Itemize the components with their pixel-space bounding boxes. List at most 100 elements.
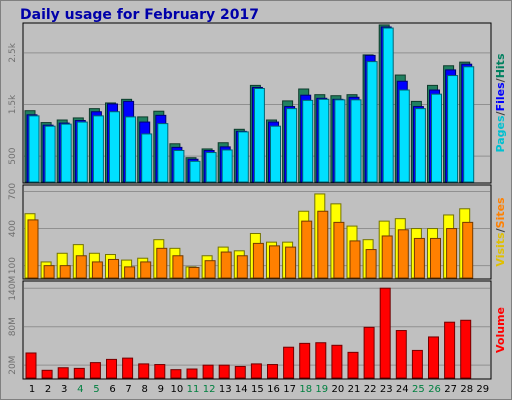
bar-sites-3 bbox=[59, 265, 71, 279]
ylabel-part: Volume bbox=[494, 307, 507, 353]
bar-volume-27 bbox=[444, 321, 456, 379]
bar-pages-26 bbox=[431, 93, 442, 183]
bar-volume-14 bbox=[234, 365, 246, 379]
panel-traffic-ylabel: Pages/Files/Hits bbox=[494, 53, 507, 152]
xtick-label: 7 bbox=[125, 384, 131, 395]
xtick-label: 11 bbox=[187, 384, 200, 395]
bar-volume-28 bbox=[460, 319, 472, 379]
bar-sites-17 bbox=[285, 246, 297, 279]
bar-volume-9 bbox=[154, 364, 166, 379]
ytick-label: 140M bbox=[8, 276, 18, 301]
xtick-label: 25 bbox=[412, 384, 425, 395]
xtick-label: 15 bbox=[251, 384, 264, 395]
panel-volume-ylabel: Volume bbox=[494, 307, 507, 353]
ytick-label: 80M bbox=[8, 317, 18, 336]
xtick-label: 23 bbox=[380, 384, 393, 395]
xtick-label: 6 bbox=[109, 384, 115, 395]
bar-volume-24 bbox=[395, 330, 407, 379]
ytick-label: 700 bbox=[8, 183, 18, 200]
bar-sites-25 bbox=[413, 237, 425, 279]
bar-sites-10 bbox=[172, 255, 184, 279]
bar-sites-13 bbox=[220, 251, 232, 279]
bar-pages-12 bbox=[205, 152, 217, 183]
bar-volume-5 bbox=[89, 362, 101, 379]
bar-sites-24 bbox=[397, 229, 409, 279]
bar-pages-3 bbox=[60, 123, 72, 183]
panel-volume: 20M 80M 140M Volume bbox=[8, 276, 507, 380]
bar-volume-10 bbox=[170, 369, 182, 379]
bar-sites-4 bbox=[75, 255, 87, 279]
bar-pages-18 bbox=[302, 99, 314, 183]
xtick-label: 19 bbox=[315, 384, 328, 395]
xtick-label: 26 bbox=[428, 384, 441, 395]
bar-volume-19 bbox=[315, 342, 327, 379]
xtick-label: 16 bbox=[267, 384, 280, 395]
bar-volume-21 bbox=[347, 351, 359, 379]
ytick-label: 500 bbox=[8, 147, 18, 164]
bar-sites-2 bbox=[43, 265, 55, 279]
bar-volume-22 bbox=[363, 326, 375, 379]
bar-volume-18 bbox=[299, 342, 311, 379]
ylabel-part: Files bbox=[494, 82, 507, 112]
ytick-label: 20M bbox=[8, 356, 18, 375]
bar-volume-2 bbox=[41, 369, 53, 379]
bar-pages-4 bbox=[76, 121, 88, 183]
bar-pages-16 bbox=[270, 125, 281, 183]
xtick-label: 24 bbox=[396, 384, 409, 395]
bar-sites-19 bbox=[317, 210, 329, 279]
bar-pages-20 bbox=[334, 99, 346, 183]
bar-sites-26 bbox=[430, 237, 441, 279]
xtick-label: 14 bbox=[235, 384, 248, 395]
xtick-label: 12 bbox=[203, 384, 216, 395]
bar-sites-8 bbox=[140, 261, 152, 279]
bar-sites-7 bbox=[124, 266, 136, 279]
bar-pages-15 bbox=[253, 87, 265, 183]
ylabel-part: / bbox=[494, 227, 507, 232]
bar-sites-6 bbox=[108, 258, 119, 279]
bar-sites-27 bbox=[446, 228, 458, 279]
bar-pages-7 bbox=[125, 116, 137, 183]
bar-pages-25 bbox=[414, 108, 426, 183]
bar-sites-16 bbox=[269, 245, 280, 279]
bar-pages-28 bbox=[463, 66, 475, 183]
bar-pages-9 bbox=[157, 123, 169, 183]
bar-sites-5 bbox=[91, 261, 103, 279]
ytick-label: 400 bbox=[8, 220, 18, 237]
bar-volume-13 bbox=[218, 364, 230, 379]
bar-volume-26 bbox=[428, 336, 439, 379]
xtick-label: 28 bbox=[460, 384, 473, 395]
bar-pages-22 bbox=[366, 61, 378, 183]
ylabel-part: / bbox=[494, 110, 507, 115]
bar-volume-1 bbox=[25, 352, 37, 379]
bar-sites-15 bbox=[252, 242, 264, 279]
ytick-label: 100 bbox=[8, 257, 18, 274]
bar-pages-24 bbox=[398, 89, 410, 183]
xtick-label: 1 bbox=[29, 384, 35, 395]
bar-volume-25 bbox=[411, 349, 423, 379]
xtick-label: 21 bbox=[348, 384, 361, 395]
xtick-label: 4 bbox=[77, 384, 83, 395]
bar-volume-7 bbox=[122, 357, 134, 379]
bar-sites-11 bbox=[188, 266, 200, 279]
bar-volume-15 bbox=[250, 363, 262, 379]
ylabel-part: Pages bbox=[494, 115, 507, 153]
x-axis-labels: 1 2 3 4 5 6 7 8 9 10 11 12 13 14 15 16 17 18 19 20 21 22 23 24 2… bbox=[29, 384, 489, 395]
bar-pages-11 bbox=[189, 160, 201, 183]
xtick-label: 13 bbox=[219, 384, 232, 395]
bar-pages-13 bbox=[221, 149, 233, 183]
bar-pages-10 bbox=[173, 149, 185, 183]
bar-sites-9 bbox=[156, 247, 168, 279]
series-volume bbox=[25, 287, 472, 379]
bar-sites-22 bbox=[365, 249, 377, 279]
bar-sites-21 bbox=[349, 240, 361, 279]
bar-sites-28 bbox=[462, 221, 474, 279]
xtick-label: 18 bbox=[299, 384, 312, 395]
bar-sites-23 bbox=[381, 235, 393, 279]
ylabel-part: / bbox=[494, 77, 507, 82]
xtick-label: 2 bbox=[45, 384, 51, 395]
series-sites bbox=[27, 210, 474, 279]
xtick-label: 27 bbox=[444, 384, 457, 395]
